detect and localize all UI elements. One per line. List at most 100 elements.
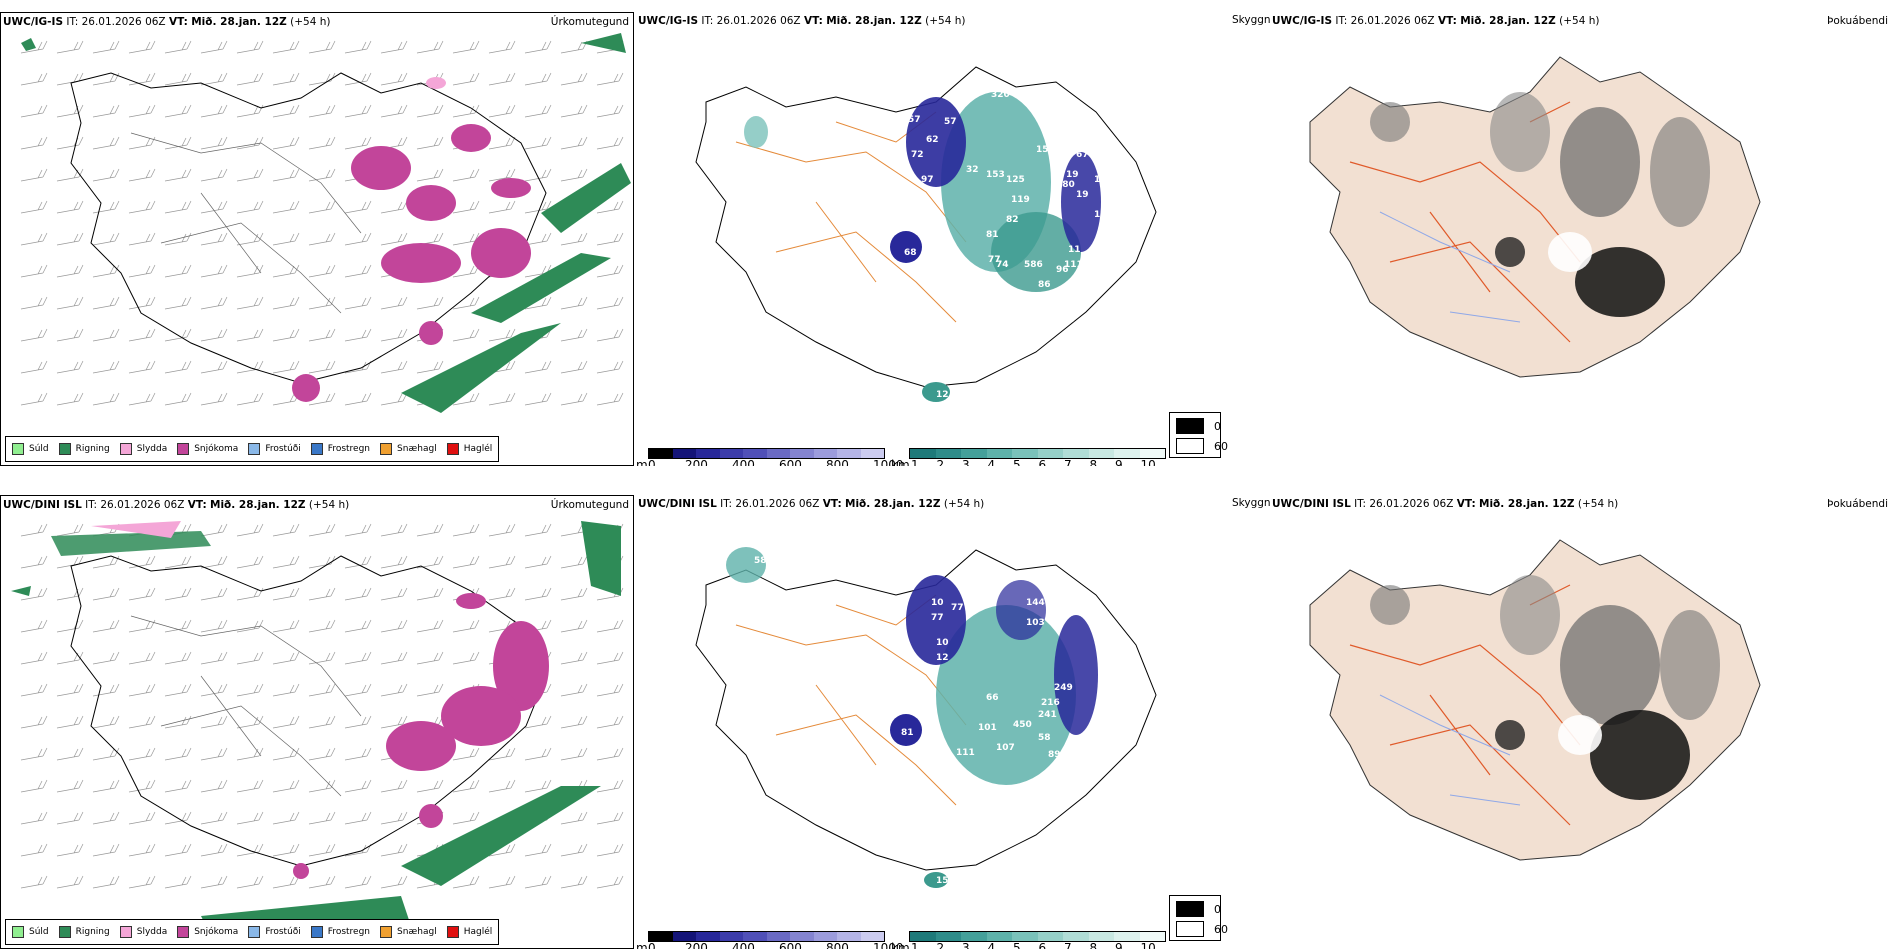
- legend-swatch: [119, 926, 132, 938]
- colorbar-tick: 200: [685, 941, 708, 949]
- visibility-value-label: 12: [936, 390, 949, 400]
- colorbar-segment: [986, 932, 1012, 941]
- visibility-value-label: 103: [1026, 618, 1045, 628]
- cloud-legend-label: 60: [1214, 922, 1228, 936]
- colorbar-segment: [743, 932, 767, 941]
- colorbar-tick: 0: [648, 458, 656, 466]
- legend-swatch: [177, 926, 190, 938]
- colorbar-segment: [1114, 932, 1140, 941]
- legend-label: Haglél: [463, 444, 493, 454]
- visibility-value-label: 249: [1054, 683, 1073, 693]
- visibility-value-label: 32: [966, 165, 979, 175]
- legend-label: Rigning: [75, 444, 110, 454]
- colorbar-tick: 3: [962, 458, 970, 466]
- visibility-value-label: 241: [1038, 710, 1057, 720]
- visibility-value-label: 48: [1096, 628, 1109, 638]
- visibility-value-label: 125: [1006, 175, 1025, 185]
- precip-title: Úrkomutegund: [550, 16, 629, 28]
- visibility-panel-bottom: UWC/DINI ISL IT: 26.01.2026 06Z VT: Mið.…: [636, 495, 1270, 949]
- colorbar-tick: 6: [1038, 941, 1047, 949]
- visibility-value-label: 19: [1066, 170, 1079, 180]
- colorbar-segment: [1139, 449, 1165, 458]
- visibility-value-label: 153: [986, 170, 1005, 180]
- legend-item: Rigning: [58, 443, 110, 455]
- visibility-value-label: 77: [1106, 633, 1119, 643]
- visibility-value-label: 10: [936, 638, 949, 648]
- colorbar-tick: 6: [1038, 458, 1047, 466]
- precip-map: [20, 33, 631, 413]
- colorbar-segment: [1012, 449, 1038, 458]
- visibility-title: Skyggni: [1232, 14, 1270, 26]
- legend-label: Frostúði: [265, 444, 301, 454]
- fog-title: Þokuábendi: [1827, 498, 1888, 510]
- visibility-value-label: 588: [754, 556, 773, 566]
- colorbar-unit: km: [891, 458, 910, 466]
- legend-label: Snæhagl: [397, 444, 437, 454]
- visibility-value-label: 101: [978, 723, 997, 733]
- visibility-value-label: 176: [1094, 210, 1113, 220]
- colorbar-segment: [766, 449, 790, 458]
- visibility-value-label: 66: [986, 693, 999, 703]
- precip-map: [11, 521, 624, 936]
- cloud-legend-swatch: [1176, 921, 1204, 937]
- legend-item: Slydda: [119, 443, 167, 455]
- legend-swatch: [12, 443, 24, 455]
- cloud-legend-swatch: [1176, 418, 1204, 434]
- visibility-value-label: 586: [1024, 260, 1043, 270]
- colorbar-segment: [961, 449, 987, 458]
- colorbar-segment: [910, 932, 936, 941]
- colorbar-tick: 800: [826, 458, 849, 466]
- legend-swatch: [177, 443, 190, 455]
- cloud-legend-row: 60: [1176, 921, 1228, 937]
- legend-item: Haglél: [446, 926, 493, 938]
- legend-swatch: [58, 443, 71, 455]
- cloud-legend-row: 0: [1176, 901, 1221, 917]
- fog-map: [1309, 539, 1761, 861]
- legend-label: Frostregn: [327, 444, 371, 454]
- colorbar-segment: [696, 932, 720, 941]
- legend-label: Rigning: [75, 927, 110, 937]
- visibility-value-label: 86: [1038, 280, 1051, 290]
- legend-swatch: [380, 926, 393, 938]
- visibility-value-label: 82: [1024, 786, 1037, 796]
- visibility-value-label: 119: [1011, 195, 1030, 205]
- legend-label: Súld: [29, 444, 49, 454]
- visibility-value-label: 216: [1041, 698, 1060, 708]
- cloud-legend-row: 0: [1176, 418, 1221, 434]
- colorbar-segment: [719, 932, 743, 941]
- legend-label: Haglél: [463, 927, 493, 937]
- colorbar-segment: [986, 449, 1012, 458]
- visibility-value-label: 207: [1051, 603, 1070, 613]
- visibility-value-label: 67: [1076, 150, 1089, 160]
- legend-swatch: [58, 926, 71, 938]
- legend-label: Slydda: [136, 927, 168, 937]
- colorbar-tick: 4: [987, 458, 996, 466]
- visibility-value-label: 51: [986, 818, 999, 828]
- colorbar-segment: [766, 932, 790, 941]
- legend-label: Snjókoma: [194, 927, 239, 937]
- legend-item: Súld: [12, 926, 49, 938]
- colorbar-segment: [1063, 932, 1089, 941]
- legend-swatch: [248, 443, 261, 455]
- visibility-value-label: 97: [921, 175, 934, 185]
- colorbar-segment: [813, 932, 837, 941]
- legend-swatch: [310, 926, 323, 938]
- colorbar-tick: 600: [779, 941, 802, 949]
- precip-panel-top: UWC/IG-IS IT: 26.01.2026 06Z VT: Mið. 28…: [0, 12, 634, 466]
- panel-header: UWC/DINI ISL IT: 26.01.2026 06Z VT: Mið.…: [638, 498, 985, 510]
- visibility-value-label: 35: [990, 340, 1003, 350]
- colorbar-tick: 5: [1013, 941, 1021, 949]
- colorbar-segment: [719, 449, 743, 458]
- colorbar-segment: [672, 932, 696, 941]
- legend-swatch: [12, 926, 24, 938]
- colorbar-tick: 10: [1140, 941, 1156, 949]
- panel-header: UWC/DINI ISL IT: 26.01.2026 06Z VT: Mið.…: [1272, 498, 1619, 510]
- colorbar-segment: [860, 449, 884, 458]
- cloud-legend-swatch: [1176, 901, 1204, 917]
- visibility-value-label: 158: [1036, 145, 1055, 155]
- cloud-legend-row: 60: [1176, 438, 1228, 454]
- visibility-value-label: 450: [1013, 720, 1032, 730]
- cloud-legend-label: 60: [1214, 439, 1228, 453]
